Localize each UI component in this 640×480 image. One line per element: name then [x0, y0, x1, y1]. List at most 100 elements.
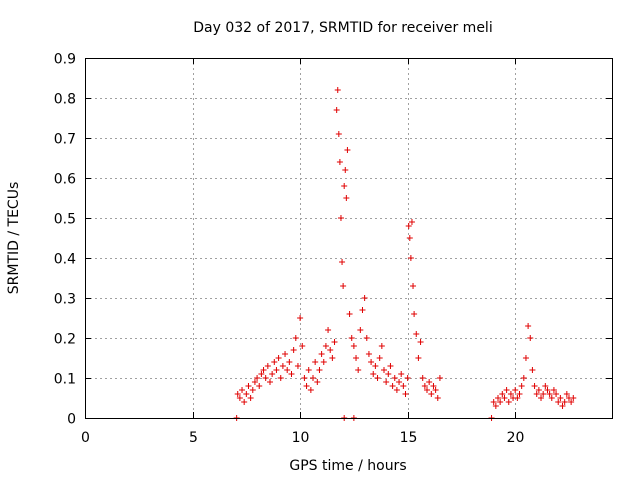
- data-point: [337, 215, 344, 221]
- data-point: [380, 367, 387, 373]
- x-tick-label: 15: [400, 430, 418, 446]
- data-point: [243, 391, 250, 397]
- data-point: [417, 339, 424, 345]
- data-point: [254, 375, 261, 381]
- data-point: [275, 355, 282, 361]
- data-point: [393, 387, 400, 393]
- data-point: [436, 375, 443, 381]
- data-point: [260, 367, 267, 373]
- data-point: [241, 399, 248, 405]
- data-point: [520, 375, 527, 381]
- data-point: [376, 355, 383, 361]
- data-point: [424, 387, 431, 393]
- data-point: [316, 367, 323, 373]
- data-point: [501, 395, 508, 401]
- data-point: [335, 131, 342, 137]
- y-tick-label: 0.1: [54, 372, 76, 388]
- data-point: [544, 387, 551, 393]
- data-point: [531, 383, 538, 389]
- y-tick-label: 0.7: [54, 132, 76, 148]
- data-point: [303, 383, 310, 389]
- data-point: [542, 383, 549, 389]
- data-point: [361, 295, 368, 301]
- data-point: [264, 363, 271, 369]
- y-tick-label: 0: [67, 412, 76, 428]
- data-point: [505, 399, 512, 405]
- data-point: [555, 399, 562, 405]
- data-point: [355, 367, 362, 373]
- data-point: [419, 375, 426, 381]
- data-point: [398, 371, 405, 377]
- y-tick-label: 0.9: [54, 52, 76, 68]
- data-point: [372, 363, 379, 369]
- grid-lines: [85, 58, 612, 418]
- data-point: [550, 387, 557, 393]
- data-point: [359, 307, 366, 313]
- data-point: [234, 391, 241, 397]
- data-point: [325, 327, 332, 333]
- data-point: [396, 379, 403, 385]
- data-point: [305, 367, 312, 373]
- data-point: [385, 371, 392, 377]
- y-tick-label: 0.2: [54, 332, 76, 348]
- data-point: [378, 343, 385, 349]
- data-point: [406, 235, 413, 241]
- data-point: [426, 379, 433, 385]
- data-point: [357, 327, 364, 333]
- data-point: [327, 347, 334, 353]
- data-point: [322, 343, 329, 349]
- data-point: [407, 255, 414, 261]
- data-point: [404, 375, 411, 381]
- data-point: [350, 343, 357, 349]
- data-point: [271, 359, 278, 365]
- data-point: [236, 395, 243, 401]
- data-point: [540, 391, 547, 397]
- x-tick-label: 20: [507, 430, 525, 446]
- data-point: [269, 371, 276, 377]
- data-point: [342, 167, 349, 173]
- data-points: [233, 87, 577, 421]
- data-point: [499, 391, 506, 397]
- data-point: [430, 383, 437, 389]
- data-point: [310, 375, 317, 381]
- data-point: [318, 351, 325, 357]
- data-point: [258, 371, 265, 377]
- y-tick-label: 0.6: [54, 172, 76, 188]
- data-point: [434, 395, 441, 401]
- data-point: [365, 351, 372, 357]
- data-point: [402, 391, 409, 397]
- y-axis-title: SRMTID / TECUs: [6, 182, 22, 295]
- y-tick-label: 0.8: [54, 92, 76, 108]
- data-point: [383, 379, 390, 385]
- data-point: [561, 399, 568, 405]
- data-point: [343, 195, 350, 201]
- chart-title: Day 032 of 2017, SRMTID for receiver mel…: [193, 20, 492, 36]
- data-point: [245, 383, 252, 389]
- data-point: [557, 395, 564, 401]
- data-point: [548, 395, 555, 401]
- data-point: [294, 363, 301, 369]
- data-point: [413, 331, 420, 337]
- data-point: [527, 335, 534, 341]
- data-point: [535, 387, 542, 393]
- data-point: [353, 355, 360, 361]
- data-point: [411, 311, 418, 317]
- data-point: [284, 367, 291, 373]
- data-point: [336, 159, 343, 165]
- data-point: [570, 395, 577, 401]
- data-point: [563, 391, 570, 397]
- data-point: [334, 87, 341, 93]
- data-point: [516, 391, 523, 397]
- data-point: [312, 359, 319, 365]
- data-point: [389, 383, 396, 389]
- data-point: [363, 335, 370, 341]
- data-point: [391, 375, 398, 381]
- x-tick-label: 5: [189, 430, 198, 446]
- data-point: [497, 399, 504, 405]
- data-point: [405, 223, 412, 229]
- data-point: [286, 359, 293, 365]
- data-point: [346, 311, 353, 317]
- data-point: [256, 383, 263, 389]
- data-point: [288, 371, 295, 377]
